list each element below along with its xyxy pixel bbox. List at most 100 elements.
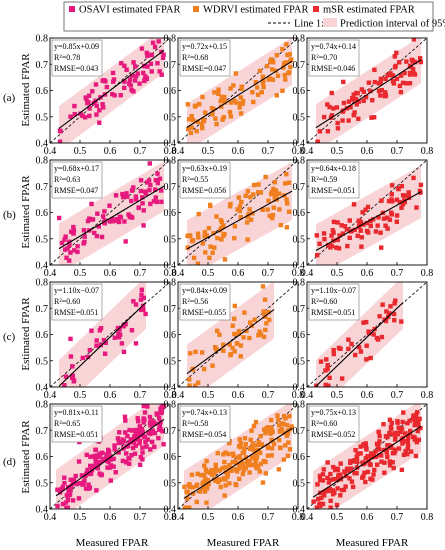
- y-tick-label: 0.8: [293, 156, 306, 167]
- stats-r2: R²=0.68: [182, 53, 208, 62]
- data-point: [208, 244, 213, 249]
- data-point: [131, 440, 137, 445]
- data-point: [257, 329, 262, 334]
- data-point: [221, 348, 226, 353]
- data-point: [342, 469, 347, 474]
- data-point: [143, 74, 148, 79]
- data-point: [251, 447, 256, 452]
- data-point: [379, 334, 385, 340]
- legend-label-wdrvi: WDRVI estimated FPAR: [203, 5, 309, 16]
- data-point: [127, 77, 133, 82]
- data-point: [269, 57, 274, 62]
- x-tick-label: 0.8: [164, 268, 177, 279]
- x-tick-label: 0.6: [104, 512, 117, 523]
- data-point: [356, 116, 361, 121]
- data-point: [335, 126, 341, 131]
- data-point: [417, 416, 422, 422]
- data-point: [235, 207, 240, 212]
- data-point: [152, 44, 158, 50]
- data-point: [219, 104, 224, 109]
- data-point: [142, 410, 148, 415]
- data-point: [70, 374, 75, 379]
- data-point: [133, 64, 138, 69]
- panel-a-wdrvi: 0.4 0.5 0.6 0.7 0.80.40.50.60.70.8y=0.72x+0.…: [164, 34, 305, 158]
- data-point: [407, 428, 413, 434]
- data-point: [242, 436, 248, 441]
- data-point: [411, 413, 416, 418]
- data-point: [105, 465, 110, 470]
- data-point: [217, 467, 223, 473]
- data-point: [99, 234, 105, 240]
- x-tick-label: 0.7: [134, 146, 147, 157]
- data-point: [363, 441, 368, 446]
- data-point: [287, 414, 292, 419]
- data-point: [87, 347, 93, 353]
- data-point: [122, 219, 127, 224]
- data-point: [81, 228, 87, 233]
- data-point: [139, 292, 144, 297]
- data-point: [321, 231, 327, 236]
- data-point: [379, 198, 384, 203]
- data-point: [384, 215, 390, 220]
- y-axis-label-d: Estimated FPAR: [20, 420, 32, 494]
- data-point: [410, 66, 416, 72]
- data-point: [287, 447, 293, 452]
- data-point: [233, 71, 239, 76]
- data-point: [329, 233, 334, 238]
- data-point: [325, 475, 330, 481]
- data-point: [243, 465, 249, 471]
- data-point: [130, 215, 135, 220]
- data-point: [282, 181, 288, 186]
- data-point: [368, 451, 374, 456]
- y-tick-label: 0.5: [36, 478, 49, 489]
- data-point: [266, 310, 271, 315]
- regression-line: [58, 49, 165, 129]
- panel-b-wdrvi: 0.4 0.5 0.6 0.7 0.80.40.50.60.70.8y=0.63x+0.…: [164, 156, 305, 280]
- stats-rmse: RMSE=0.055: [182, 308, 226, 317]
- data-point: [322, 493, 327, 498]
- data-point: [212, 90, 217, 95]
- x-tick-label: 0.6: [104, 268, 117, 279]
- x-tick-label: 0.6: [361, 146, 374, 157]
- data-point: [327, 104, 332, 110]
- data-point: [75, 249, 80, 255]
- data-point: [124, 191, 129, 196]
- data-point: [417, 188, 423, 194]
- data-point: [278, 222, 284, 228]
- stats-r2: R²=0.60: [311, 297, 337, 306]
- y-tick-label: 0.6: [36, 452, 49, 463]
- data-point: [189, 125, 194, 130]
- data-point: [335, 237, 340, 243]
- data-point: [378, 453, 384, 458]
- data-point: [350, 97, 356, 102]
- data-point: [319, 495, 324, 501]
- data-point: [271, 186, 276, 192]
- data-point: [336, 246, 342, 251]
- data-point: [401, 410, 406, 415]
- data-point: [76, 496, 82, 501]
- data-point: [258, 332, 264, 337]
- data-point: [199, 350, 205, 355]
- prediction-band: [59, 161, 164, 265]
- data-point: [311, 499, 316, 504]
- data-point: [152, 187, 158, 192]
- data-point: [355, 91, 360, 96]
- data-point: [324, 357, 329, 362]
- stats-box: [179, 161, 231, 199]
- x-tick-label: 0.6: [361, 390, 374, 401]
- y-tick-label: 0.8: [293, 278, 306, 289]
- data-point: [377, 439, 382, 444]
- y-tick-label: 0.8: [164, 400, 177, 411]
- data-point: [221, 233, 226, 239]
- data-point: [231, 453, 236, 459]
- data-point: [259, 90, 264, 95]
- y-tick-label: 0.7: [293, 304, 306, 315]
- data-point: [331, 464, 336, 470]
- data-point: [414, 205, 419, 210]
- data-point: [136, 205, 141, 211]
- regression-line: [186, 190, 293, 250]
- data-point: [141, 223, 146, 228]
- data-point: [135, 416, 140, 421]
- data-point: [346, 118, 351, 123]
- data-point: [334, 105, 340, 110]
